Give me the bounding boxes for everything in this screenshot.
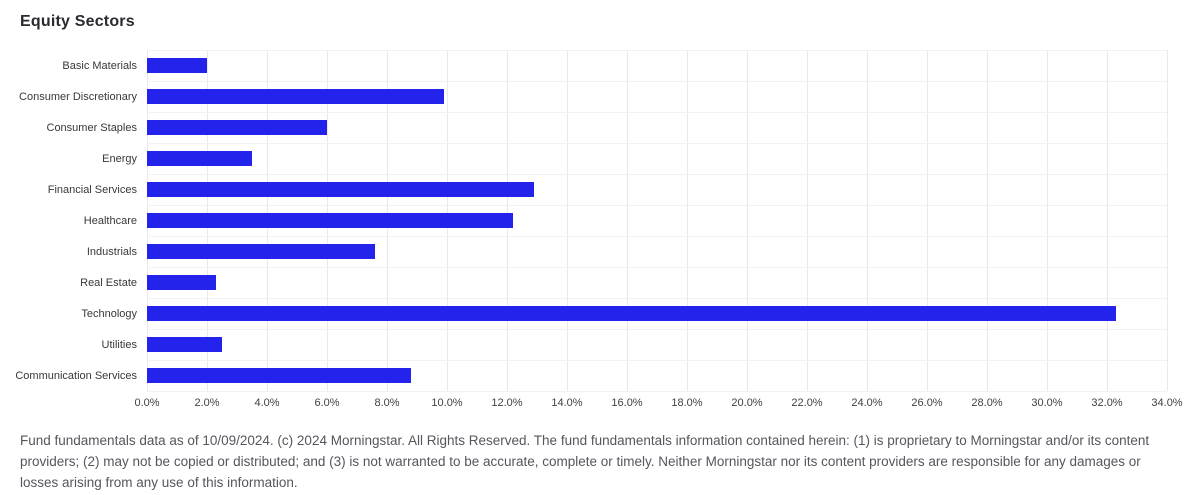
x-tick-label: 0.0% <box>134 397 160 409</box>
category-label-industrials: Industrials <box>86 245 137 258</box>
x-tick-label: 20.0% <box>731 397 763 409</box>
x-tick-label: 28.0% <box>971 397 1003 409</box>
x-tick-label: 16.0% <box>611 397 643 409</box>
x-tick-label: 26.0% <box>911 397 943 409</box>
bar-utilities[interactable] <box>147 337 222 352</box>
page-title: Equity Sectors <box>20 13 135 30</box>
bar-track <box>147 112 1167 143</box>
chart-row: Communication Services <box>0 360 1200 391</box>
category-label-consumer-discretionary: Consumer Discretionary <box>19 90 137 103</box>
category-label-energy: Energy <box>102 152 137 165</box>
x-tick-label: 18.0% <box>671 397 703 409</box>
chart-row: Energy <box>0 143 1200 174</box>
chart-row: Consumer Staples <box>0 112 1200 143</box>
chart-rows: Basic Materials Consumer Discretionary Con… <box>0 50 1200 391</box>
x-axis: 0.0% 2.0% 4.0% 6.0% 8.0% 10.0% 12.0% 14.0% 16.0%… <box>134 397 1182 413</box>
bar-technology[interactable] <box>147 306 1116 321</box>
bar-track <box>147 143 1167 174</box>
chart-row: Consumer Discretionary <box>0 81 1200 112</box>
x-tick-label: 30.0% <box>1031 397 1063 409</box>
chart-row: Basic Materials <box>0 50 1200 81</box>
bar-communication-services[interactable] <box>147 368 411 383</box>
x-tick-label: 4.0% <box>254 397 280 409</box>
x-tick-label: 6.0% <box>314 397 340 409</box>
x-tick-label: 8.0% <box>374 397 400 409</box>
bar-financial-services[interactable] <box>147 182 534 197</box>
bar-track <box>147 329 1167 360</box>
x-tick-label: 34.0% <box>1151 397 1183 409</box>
x-tick-label: 12.0% <box>491 397 523 409</box>
bar-track <box>147 236 1167 267</box>
bar-basic-materials[interactable] <box>147 58 207 73</box>
chart-row: Industrials <box>0 236 1200 267</box>
category-label-healthcare: Healthcare <box>83 214 137 227</box>
horizontal-gridline <box>147 391 1167 392</box>
x-tick-label: 14.0% <box>551 397 583 409</box>
chart-plot-area: Basic Materials Consumer Discretionary Con… <box>0 50 1200 392</box>
category-label-communication-services: Communication Services <box>15 369 137 382</box>
bar-track <box>147 205 1167 236</box>
chart-row: Utilities <box>0 329 1200 360</box>
chart-row: Technology <box>0 298 1200 329</box>
bar-consumer-discretionary[interactable] <box>147 89 444 104</box>
bar-consumer-staples[interactable] <box>147 120 327 135</box>
bar-track <box>147 174 1167 205</box>
disclaimer-text: Fund fundamentals data as of 10/09/2024.… <box>20 433 1150 490</box>
bar-healthcare[interactable] <box>147 213 513 228</box>
x-tick-label: 24.0% <box>851 397 883 409</box>
chart-row: Financial Services <box>0 174 1200 205</box>
x-tick-label: 10.0% <box>431 397 463 409</box>
bar-track <box>147 81 1167 112</box>
category-label-real-estate: Real Estate <box>80 276 137 289</box>
bar-real-estate[interactable] <box>147 275 216 290</box>
x-tick-label: 32.0% <box>1091 397 1123 409</box>
category-label-technology: Technology <box>81 307 137 320</box>
bar-track <box>147 267 1167 298</box>
bar-track <box>147 50 1167 81</box>
category-label-utilities: Utilities <box>101 338 137 351</box>
bar-track <box>147 298 1167 329</box>
chart-row: Healthcare <box>0 205 1200 236</box>
bar-track <box>147 360 1167 391</box>
category-label-consumer-staples: Consumer Staples <box>46 121 138 134</box>
bar-industrials[interactable] <box>147 244 375 259</box>
category-label-financial-services: Financial Services <box>47 183 137 196</box>
chart-row: Real Estate <box>0 267 1200 298</box>
category-label-basic-materials: Basic Materials <box>62 59 137 72</box>
x-tick-label: 22.0% <box>791 397 823 409</box>
bar-energy[interactable] <box>147 151 252 166</box>
x-tick-label: 2.0% <box>194 397 220 409</box>
equity-sectors-chart: Basic Materials Consumer Discretionary Con… <box>0 50 1200 413</box>
